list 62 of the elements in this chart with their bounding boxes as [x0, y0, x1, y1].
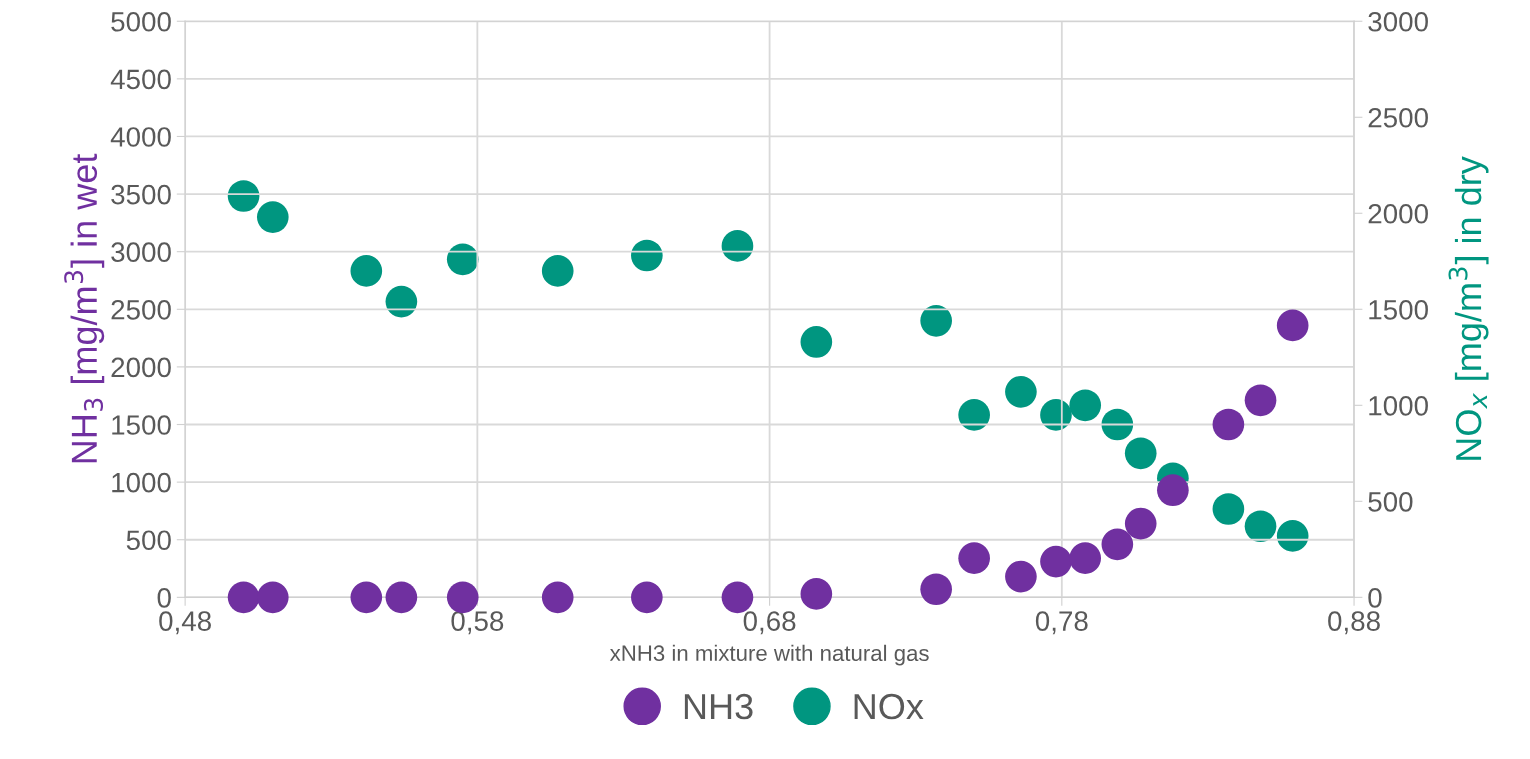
y-tick-label: 2000: [111, 357, 171, 378]
point: [721, 230, 754, 262]
point: [541, 581, 574, 614]
x-tick-label: 0,48: [159, 611, 211, 635]
point: [1124, 437, 1157, 470]
point: [920, 573, 952, 606]
point: [631, 239, 663, 272]
point: [1101, 408, 1134, 441]
point: [958, 542, 990, 574]
point: [1069, 389, 1102, 422]
point: [256, 581, 289, 614]
y-tick-label: 3000: [111, 242, 171, 263]
point: [385, 285, 418, 318]
point: [1212, 493, 1245, 525]
x-tick-label: 0,78: [1035, 611, 1088, 635]
y2-tick-label: 1000: [1369, 395, 1428, 416]
y2-tick-label: 1500: [1369, 299, 1428, 320]
point: [800, 326, 833, 358]
point: [1005, 376, 1037, 408]
point: [1212, 408, 1245, 441]
x-tick-label: 0,58: [451, 611, 504, 635]
y-tick-label: 5000: [111, 11, 171, 32]
y-tick-label: 3500: [111, 184, 171, 205]
point: [958, 399, 990, 431]
point: [541, 255, 574, 287]
point: [920, 304, 952, 337]
point: [800, 578, 833, 610]
y-tick-label: 500: [126, 530, 171, 551]
point: [1005, 560, 1037, 593]
y-tick-label: 1500: [112, 415, 171, 435]
point: [631, 581, 663, 614]
y2-tick-label: 2000: [1368, 203, 1428, 224]
point: [256, 201, 289, 233]
point: [1276, 309, 1309, 342]
y2-tick-label: 0: [1368, 588, 1382, 608]
point: [1069, 542, 1102, 574]
point: [1040, 545, 1072, 578]
legend-label: NH3: [684, 693, 753, 720]
y-tick-label: 4000: [110, 127, 171, 147]
x-tick-label: 0,68: [743, 611, 796, 635]
point: [1157, 474, 1189, 507]
y-axis-title: NH$_{3}$ [mg/m$^{3}$] in wet: [64, 153, 105, 463]
legend-label: NOx: [854, 693, 924, 720]
x-tick-label: 0,88: [1328, 611, 1380, 635]
point: [1101, 528, 1134, 561]
y-tick-label: 0: [157, 588, 171, 608]
y-tick-label: 2500: [111, 299, 171, 320]
point: [1276, 520, 1309, 552]
y2-tick-label: 500: [1368, 491, 1413, 512]
point: [1244, 510, 1277, 543]
point: [385, 581, 418, 614]
point: [350, 255, 383, 287]
y-tick-label: 4500: [110, 69, 171, 90]
y2-tick-label: 3000: [1368, 11, 1428, 32]
y2-tick-label: 2500: [1368, 107, 1428, 128]
point: [1124, 507, 1157, 540]
point: [227, 581, 260, 614]
y-tick-label: 1000: [112, 472, 171, 493]
x-axis-title: xNH3 in mixture with natural gas: [609, 644, 929, 666]
point: [1244, 384, 1277, 417]
y2-axis-title: NO$_{x}$ [mg/m$^{3}$] in dry: [1448, 156, 1489, 460]
point: [350, 581, 383, 614]
